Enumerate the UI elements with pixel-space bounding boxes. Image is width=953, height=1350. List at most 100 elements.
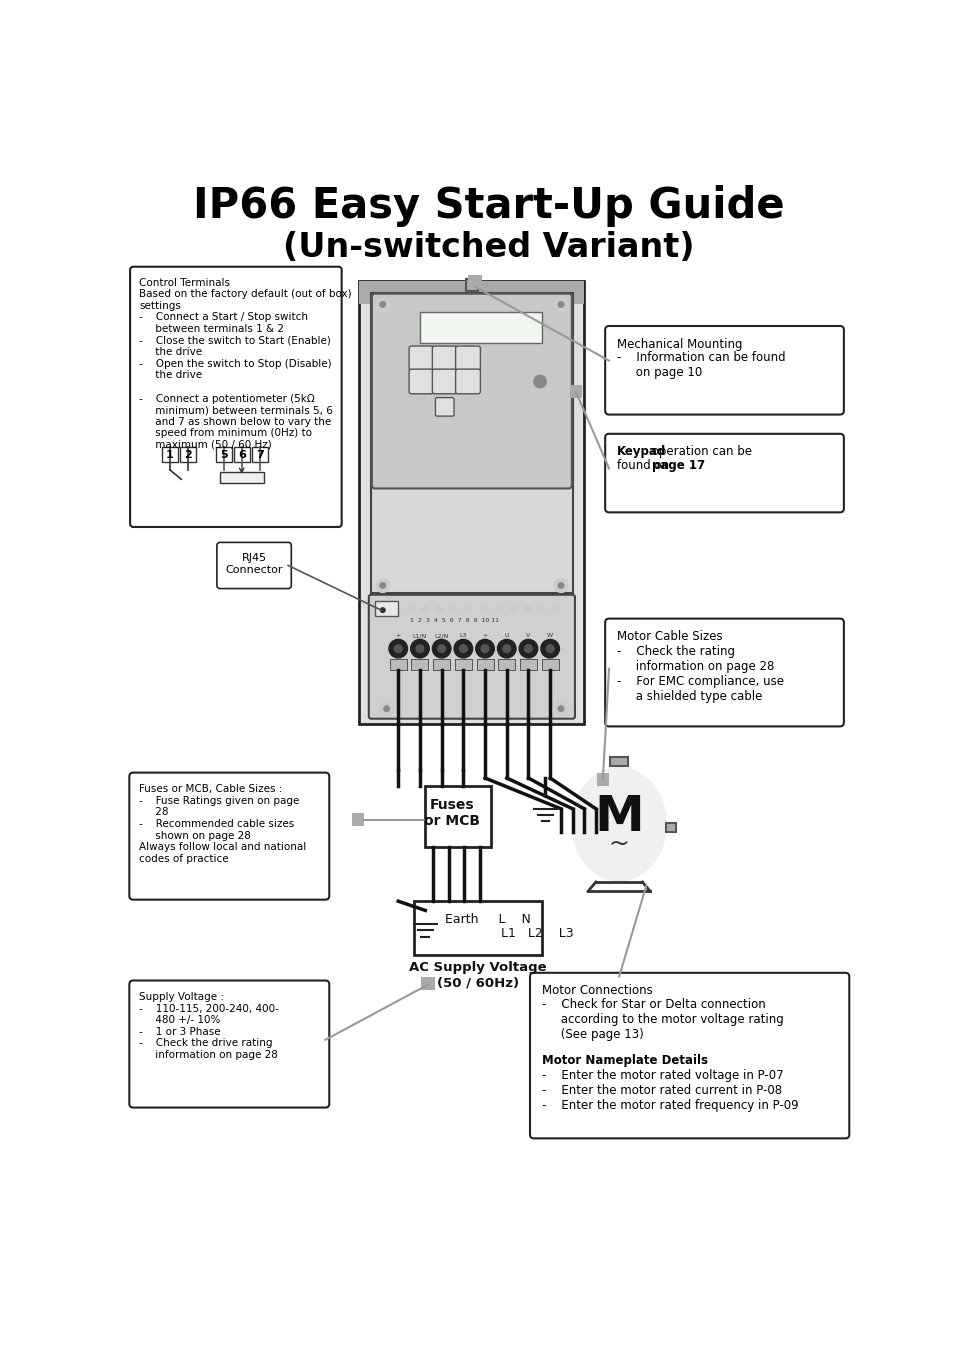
Circle shape (394, 645, 402, 652)
FancyBboxPatch shape (596, 774, 608, 786)
Circle shape (554, 297, 567, 312)
Circle shape (379, 301, 385, 308)
Text: Mechanical Mounting: Mechanical Mounting (617, 338, 741, 351)
FancyBboxPatch shape (425, 786, 491, 848)
Circle shape (432, 640, 451, 657)
FancyBboxPatch shape (569, 385, 581, 398)
Text: 7: 7 (255, 450, 264, 459)
FancyBboxPatch shape (359, 281, 583, 724)
FancyBboxPatch shape (409, 369, 434, 394)
Ellipse shape (572, 768, 665, 880)
FancyBboxPatch shape (433, 659, 450, 670)
Text: W: W (546, 633, 553, 639)
Circle shape (554, 579, 567, 593)
Text: -    Enter the motor rated voltage in P-07
-    Enter the motor rated current in: - Enter the motor rated voltage in P-07 … (541, 1069, 798, 1112)
Circle shape (476, 640, 494, 657)
FancyBboxPatch shape (435, 398, 454, 416)
FancyBboxPatch shape (530, 973, 848, 1138)
Circle shape (380, 608, 385, 613)
FancyBboxPatch shape (162, 447, 178, 462)
Text: Earth     L    N: Earth L N (444, 913, 530, 926)
FancyBboxPatch shape (216, 447, 233, 462)
Circle shape (558, 301, 563, 308)
Circle shape (379, 702, 394, 716)
Text: Keypad: Keypad (617, 446, 665, 459)
Text: 5: 5 (220, 450, 228, 459)
Circle shape (480, 645, 488, 652)
Circle shape (554, 702, 567, 716)
Text: IP66 Easy Start-Up Guide: IP66 Easy Start-Up Guide (193, 185, 784, 227)
FancyBboxPatch shape (519, 659, 537, 670)
Circle shape (375, 297, 390, 312)
Circle shape (558, 582, 563, 589)
FancyBboxPatch shape (375, 601, 397, 617)
Text: L2/N: L2/N (434, 633, 448, 639)
Text: Motor Nameplate Details: Motor Nameplate Details (541, 1053, 707, 1066)
Text: M: M (594, 792, 643, 841)
Circle shape (383, 706, 390, 711)
Text: U: U (504, 633, 509, 639)
FancyBboxPatch shape (604, 618, 843, 726)
Text: 1  2  3  4  5  6  7  8  9  10 11: 1 2 3 4 5 6 7 8 9 10 11 (410, 618, 498, 622)
Circle shape (524, 645, 532, 652)
FancyBboxPatch shape (352, 814, 364, 826)
Text: (Un-switched Variant): (Un-switched Variant) (283, 231, 694, 265)
FancyBboxPatch shape (419, 312, 541, 343)
Circle shape (416, 645, 423, 652)
FancyBboxPatch shape (604, 433, 843, 513)
FancyBboxPatch shape (216, 543, 291, 589)
FancyBboxPatch shape (541, 659, 558, 670)
FancyBboxPatch shape (414, 902, 541, 954)
Text: Motor Connections: Motor Connections (541, 984, 652, 998)
Text: -    Information can be found
     on page 10: - Information can be found on page 10 (617, 351, 784, 379)
Text: 2: 2 (184, 450, 192, 459)
Circle shape (523, 605, 531, 613)
Circle shape (450, 605, 457, 613)
Text: found on: found on (617, 459, 672, 472)
Circle shape (379, 582, 385, 589)
Text: L3: L3 (459, 633, 467, 639)
Circle shape (518, 640, 537, 657)
FancyBboxPatch shape (456, 346, 480, 371)
Circle shape (502, 645, 510, 652)
Circle shape (534, 375, 546, 387)
FancyBboxPatch shape (455, 659, 472, 670)
Text: page 17: page 17 (652, 459, 705, 472)
Circle shape (375, 579, 390, 593)
FancyBboxPatch shape (665, 822, 676, 832)
Circle shape (537, 605, 546, 613)
Circle shape (420, 605, 428, 613)
Text: 1: 1 (166, 450, 173, 459)
FancyBboxPatch shape (409, 346, 434, 371)
FancyBboxPatch shape (604, 325, 843, 414)
FancyBboxPatch shape (220, 471, 264, 483)
Text: Motor Cable Sizes
-    Check the rating
     information on page 28
-    For EMC: Motor Cable Sizes - Check the rating inf… (617, 630, 783, 703)
FancyBboxPatch shape (390, 659, 406, 670)
Circle shape (406, 605, 414, 613)
FancyBboxPatch shape (465, 279, 477, 292)
Circle shape (494, 605, 501, 613)
FancyBboxPatch shape (130, 267, 341, 526)
FancyBboxPatch shape (372, 294, 571, 489)
Circle shape (454, 640, 472, 657)
Text: -    Check for Star or Delta connection
     according to the motor voltage rati: - Check for Star or Delta connection acc… (541, 998, 782, 1056)
FancyBboxPatch shape (369, 595, 575, 718)
Circle shape (509, 605, 517, 613)
Circle shape (497, 640, 516, 657)
Text: AC Supply Voltage
(50 / 60Hz): AC Supply Voltage (50 / 60Hz) (409, 961, 546, 990)
Circle shape (437, 645, 445, 652)
FancyBboxPatch shape (432, 369, 456, 394)
Text: L1   L2    L3: L1 L2 L3 (444, 926, 573, 940)
FancyBboxPatch shape (432, 346, 456, 371)
FancyBboxPatch shape (497, 659, 515, 670)
FancyBboxPatch shape (476, 659, 493, 670)
FancyBboxPatch shape (456, 369, 480, 394)
Text: L1/N: L1/N (413, 633, 427, 639)
Text: +: + (395, 633, 400, 639)
FancyBboxPatch shape (179, 447, 195, 462)
Text: 6: 6 (238, 450, 246, 459)
FancyBboxPatch shape (130, 980, 329, 1107)
Text: operation can be: operation can be (647, 446, 751, 459)
FancyBboxPatch shape (411, 659, 428, 670)
FancyBboxPatch shape (468, 275, 481, 288)
